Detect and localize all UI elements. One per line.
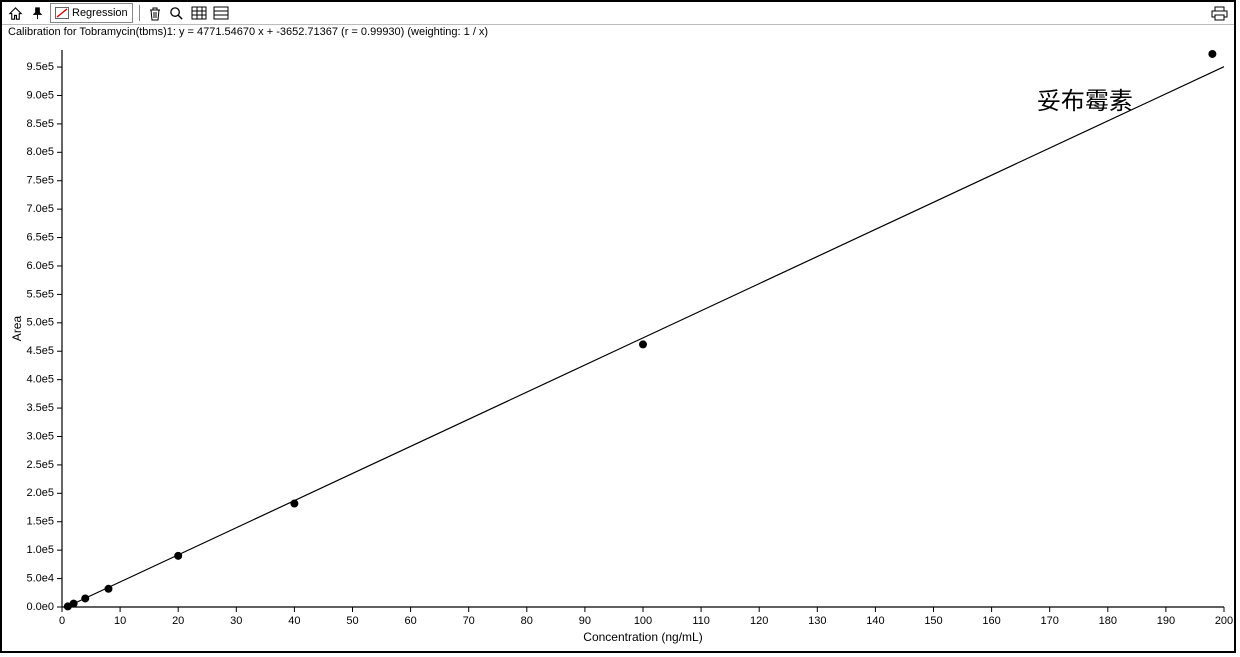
printer-icon[interactable] [1210, 4, 1228, 22]
home-icon[interactable] [6, 4, 24, 22]
svg-text:110: 110 [692, 615, 710, 627]
calibration-info-line: Calibration for Tobramycin(tbms)1: y = 4… [8, 26, 488, 38]
svg-text:70: 70 [463, 615, 475, 627]
svg-text:0.0e0: 0.0e0 [26, 601, 54, 613]
data-point [174, 552, 182, 560]
table-icon[interactable] [190, 4, 208, 22]
svg-text:160: 160 [982, 615, 1000, 627]
svg-text:180: 180 [1099, 615, 1117, 627]
svg-text:90: 90 [579, 615, 591, 627]
calibration-chart: 0 10 20 30 40 50 60 70 80 90 100 110 120 130 140 150 160… [2, 44, 1234, 653]
svg-text:7.0e5: 7.0e5 [26, 203, 54, 215]
data-point [70, 600, 78, 608]
x-axis-label: Concentration (ng/mL) [583, 630, 702, 644]
svg-text:130: 130 [808, 615, 826, 627]
svg-text:80: 80 [521, 615, 533, 627]
svg-text:40: 40 [288, 615, 300, 627]
svg-text:5.0e5: 5.0e5 [26, 317, 54, 329]
svg-text:2.0e5: 2.0e5 [26, 487, 54, 499]
svg-text:1.0e5: 1.0e5 [26, 544, 54, 556]
svg-text:100: 100 [634, 615, 652, 627]
svg-text:120: 120 [750, 615, 768, 627]
svg-text:6.0e5: 6.0e5 [26, 260, 54, 272]
svg-text:10: 10 [114, 615, 126, 627]
svg-text:5.5e5: 5.5e5 [26, 288, 54, 300]
svg-text:60: 60 [404, 615, 416, 627]
svg-text:3.0e5: 3.0e5 [26, 430, 54, 442]
svg-text:8.5e5: 8.5e5 [26, 118, 54, 130]
data-point [104, 585, 112, 593]
svg-text:200: 200 [1215, 615, 1233, 627]
svg-text:4.0e5: 4.0e5 [26, 374, 54, 386]
regression-line [66, 67, 1224, 607]
compound-annotation: 妥布霉素 [1037, 81, 1133, 116]
svg-text:9.0e5: 9.0e5 [26, 89, 54, 101]
app-window: Regression Calibration for Tobramycin(tb… [0, 0, 1236, 653]
toolbar: Regression [2, 2, 1234, 25]
regression-icon [55, 7, 69, 19]
svg-text:30: 30 [230, 615, 242, 627]
data-point [639, 340, 647, 348]
regression-button[interactable]: Regression [50, 3, 133, 23]
svg-text:5.0e4: 5.0e4 [26, 572, 54, 584]
regression-label: Regression [72, 7, 128, 19]
svg-text:3.5e5: 3.5e5 [26, 402, 54, 414]
svg-text:8.0e5: 8.0e5 [26, 146, 54, 158]
data-point [1208, 50, 1216, 58]
svg-text:50: 50 [346, 615, 358, 627]
magnifier-icon[interactable] [168, 4, 186, 22]
pin-icon[interactable] [28, 4, 46, 22]
svg-text:140: 140 [866, 615, 884, 627]
svg-text:2.5e5: 2.5e5 [26, 459, 54, 471]
list-icon[interactable] [212, 4, 230, 22]
data-point [81, 594, 89, 602]
trash-icon[interactable] [146, 4, 164, 22]
svg-text:190: 190 [1157, 615, 1175, 627]
svg-text:0: 0 [59, 615, 65, 627]
svg-text:4.5e5: 4.5e5 [26, 345, 54, 357]
svg-text:170: 170 [1041, 615, 1059, 627]
svg-text:9.5e5: 9.5e5 [26, 61, 54, 73]
svg-text:7.5e5: 7.5e5 [26, 175, 54, 187]
toolbar-separator [139, 5, 140, 21]
chart-area: 0 10 20 30 40 50 60 70 80 90 100 110 120 130 140 150 160… [2, 44, 1234, 651]
y-axis-label: Area [10, 316, 24, 342]
svg-text:20: 20 [172, 615, 184, 627]
svg-text:1.5e5: 1.5e5 [26, 516, 54, 528]
data-point [290, 500, 298, 508]
svg-text:150: 150 [924, 615, 942, 627]
svg-text:6.5e5: 6.5e5 [26, 231, 54, 243]
